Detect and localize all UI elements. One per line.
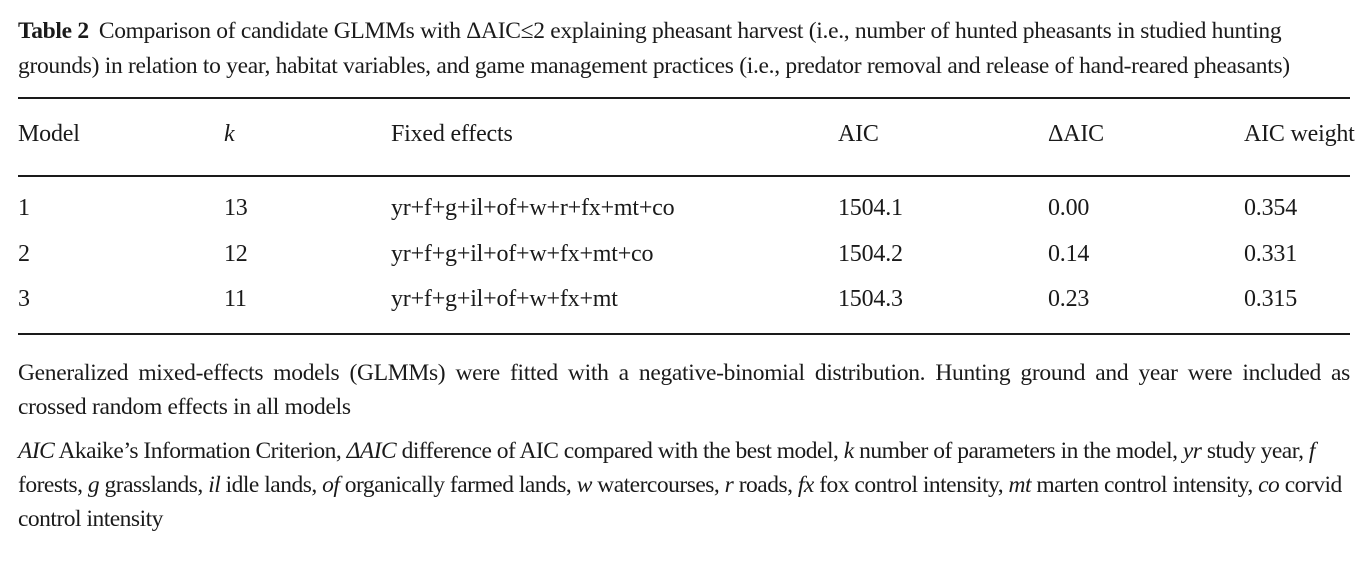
abbr-definition: forests, — [18, 472, 83, 498]
header-k: k — [224, 121, 235, 147]
abbr-term: mt — [1008, 472, 1032, 498]
abbr-term: yr — [1182, 438, 1202, 464]
row-1-delta-aic: 0.00 — [1048, 195, 1090, 221]
header-fixed-effects: Fixed effects — [391, 121, 513, 147]
row-1-model: 1 — [18, 195, 30, 221]
table-top-rule — [18, 97, 1350, 99]
abbr-definition: marten control intensity, — [1036, 472, 1253, 498]
table-page: Table 2 Comparison of candidate GLMMs wit… — [18, 0, 1355, 564]
footnote-model-note: Generalized mixed-effects models (GLMMs)… — [18, 360, 1350, 420]
row-1-aic: 1504.1 — [838, 195, 903, 221]
row-2-aic: 1504.2 — [838, 241, 903, 267]
row-2-aic-weight: 0.331 — [1244, 241, 1298, 267]
caption-text: Comparison of candidate GLMMs with ΔAIC≤… — [18, 18, 1290, 79]
row-2-fixed-effects: yr+f+g+il+of+w+fx+mt+co — [391, 241, 654, 267]
row-2-delta-aic: 0.14 — [1048, 241, 1090, 267]
row-2-model: 2 — [18, 241, 30, 267]
abbr-term: k — [843, 438, 854, 464]
row-3-fixed-effects: yr+f+g+il+of+w+fx+mt — [391, 286, 618, 312]
abbr-term: of — [322, 472, 340, 498]
abbr-definition: roads, — [738, 472, 793, 498]
abbr-term: w — [576, 472, 593, 498]
row-2-k: 12 — [224, 241, 248, 267]
abbr-term: co — [1258, 472, 1280, 498]
row-3-k: 11 — [224, 286, 247, 312]
header-aic-weight: AIC weight — [1244, 121, 1355, 147]
abbr-definition: corvid control intensity — [18, 472, 1342, 532]
abbr-term: il — [208, 472, 221, 498]
row-1-aic-weight: 0.354 — [1244, 195, 1298, 221]
row-3-aic-weight: 0.315 — [1244, 286, 1298, 312]
abbr-term: fx — [797, 472, 814, 498]
abbr-definition: watercourses, — [597, 472, 720, 498]
abbr-term: f — [1308, 438, 1316, 464]
abbr-definition: study year, — [1206, 438, 1304, 464]
header-delta-aic: ΔAIC — [1048, 121, 1104, 147]
row-1-fixed-effects: yr+f+g+il+of+w+r+fx+mt+co — [391, 195, 675, 221]
header-model: Model — [18, 121, 80, 147]
table-label: Table 2 — [18, 18, 89, 44]
abbr-term: r — [724, 472, 734, 498]
abbr-definition: Akaike’s Information Criterion, — [58, 438, 342, 464]
abbr-definition: difference of AIC compared with the best… — [401, 438, 839, 464]
abbr-term: AIC — [18, 438, 55, 464]
row-1-k: 13 — [224, 195, 248, 221]
header-aic: AIC — [838, 121, 879, 147]
abbr-definition: grasslands, — [104, 472, 204, 498]
abbr-definition: idle lands, — [225, 472, 318, 498]
row-3-aic: 1504.3 — [838, 286, 903, 312]
row-3-delta-aic: 0.23 — [1048, 286, 1090, 312]
abbr-term: ΔAIC — [346, 438, 397, 464]
abbr-definition: number of parameters in the model, — [859, 438, 1178, 464]
row-3-model: 3 — [18, 286, 30, 312]
abbr-term: g — [87, 472, 100, 498]
abbr-definition: organically farmed lands, — [344, 472, 572, 498]
table-bottom-rule — [18, 333, 1350, 335]
footnote-abbreviations: AIC Akaike’s Information Criterion, ΔAIC… — [18, 434, 1350, 536]
header-rule — [18, 175, 1350, 177]
abbr-definition: fox control intensity, — [819, 472, 1004, 498]
table-caption: Table 2 Comparison of candidate GLMMs wit… — [18, 14, 1350, 84]
